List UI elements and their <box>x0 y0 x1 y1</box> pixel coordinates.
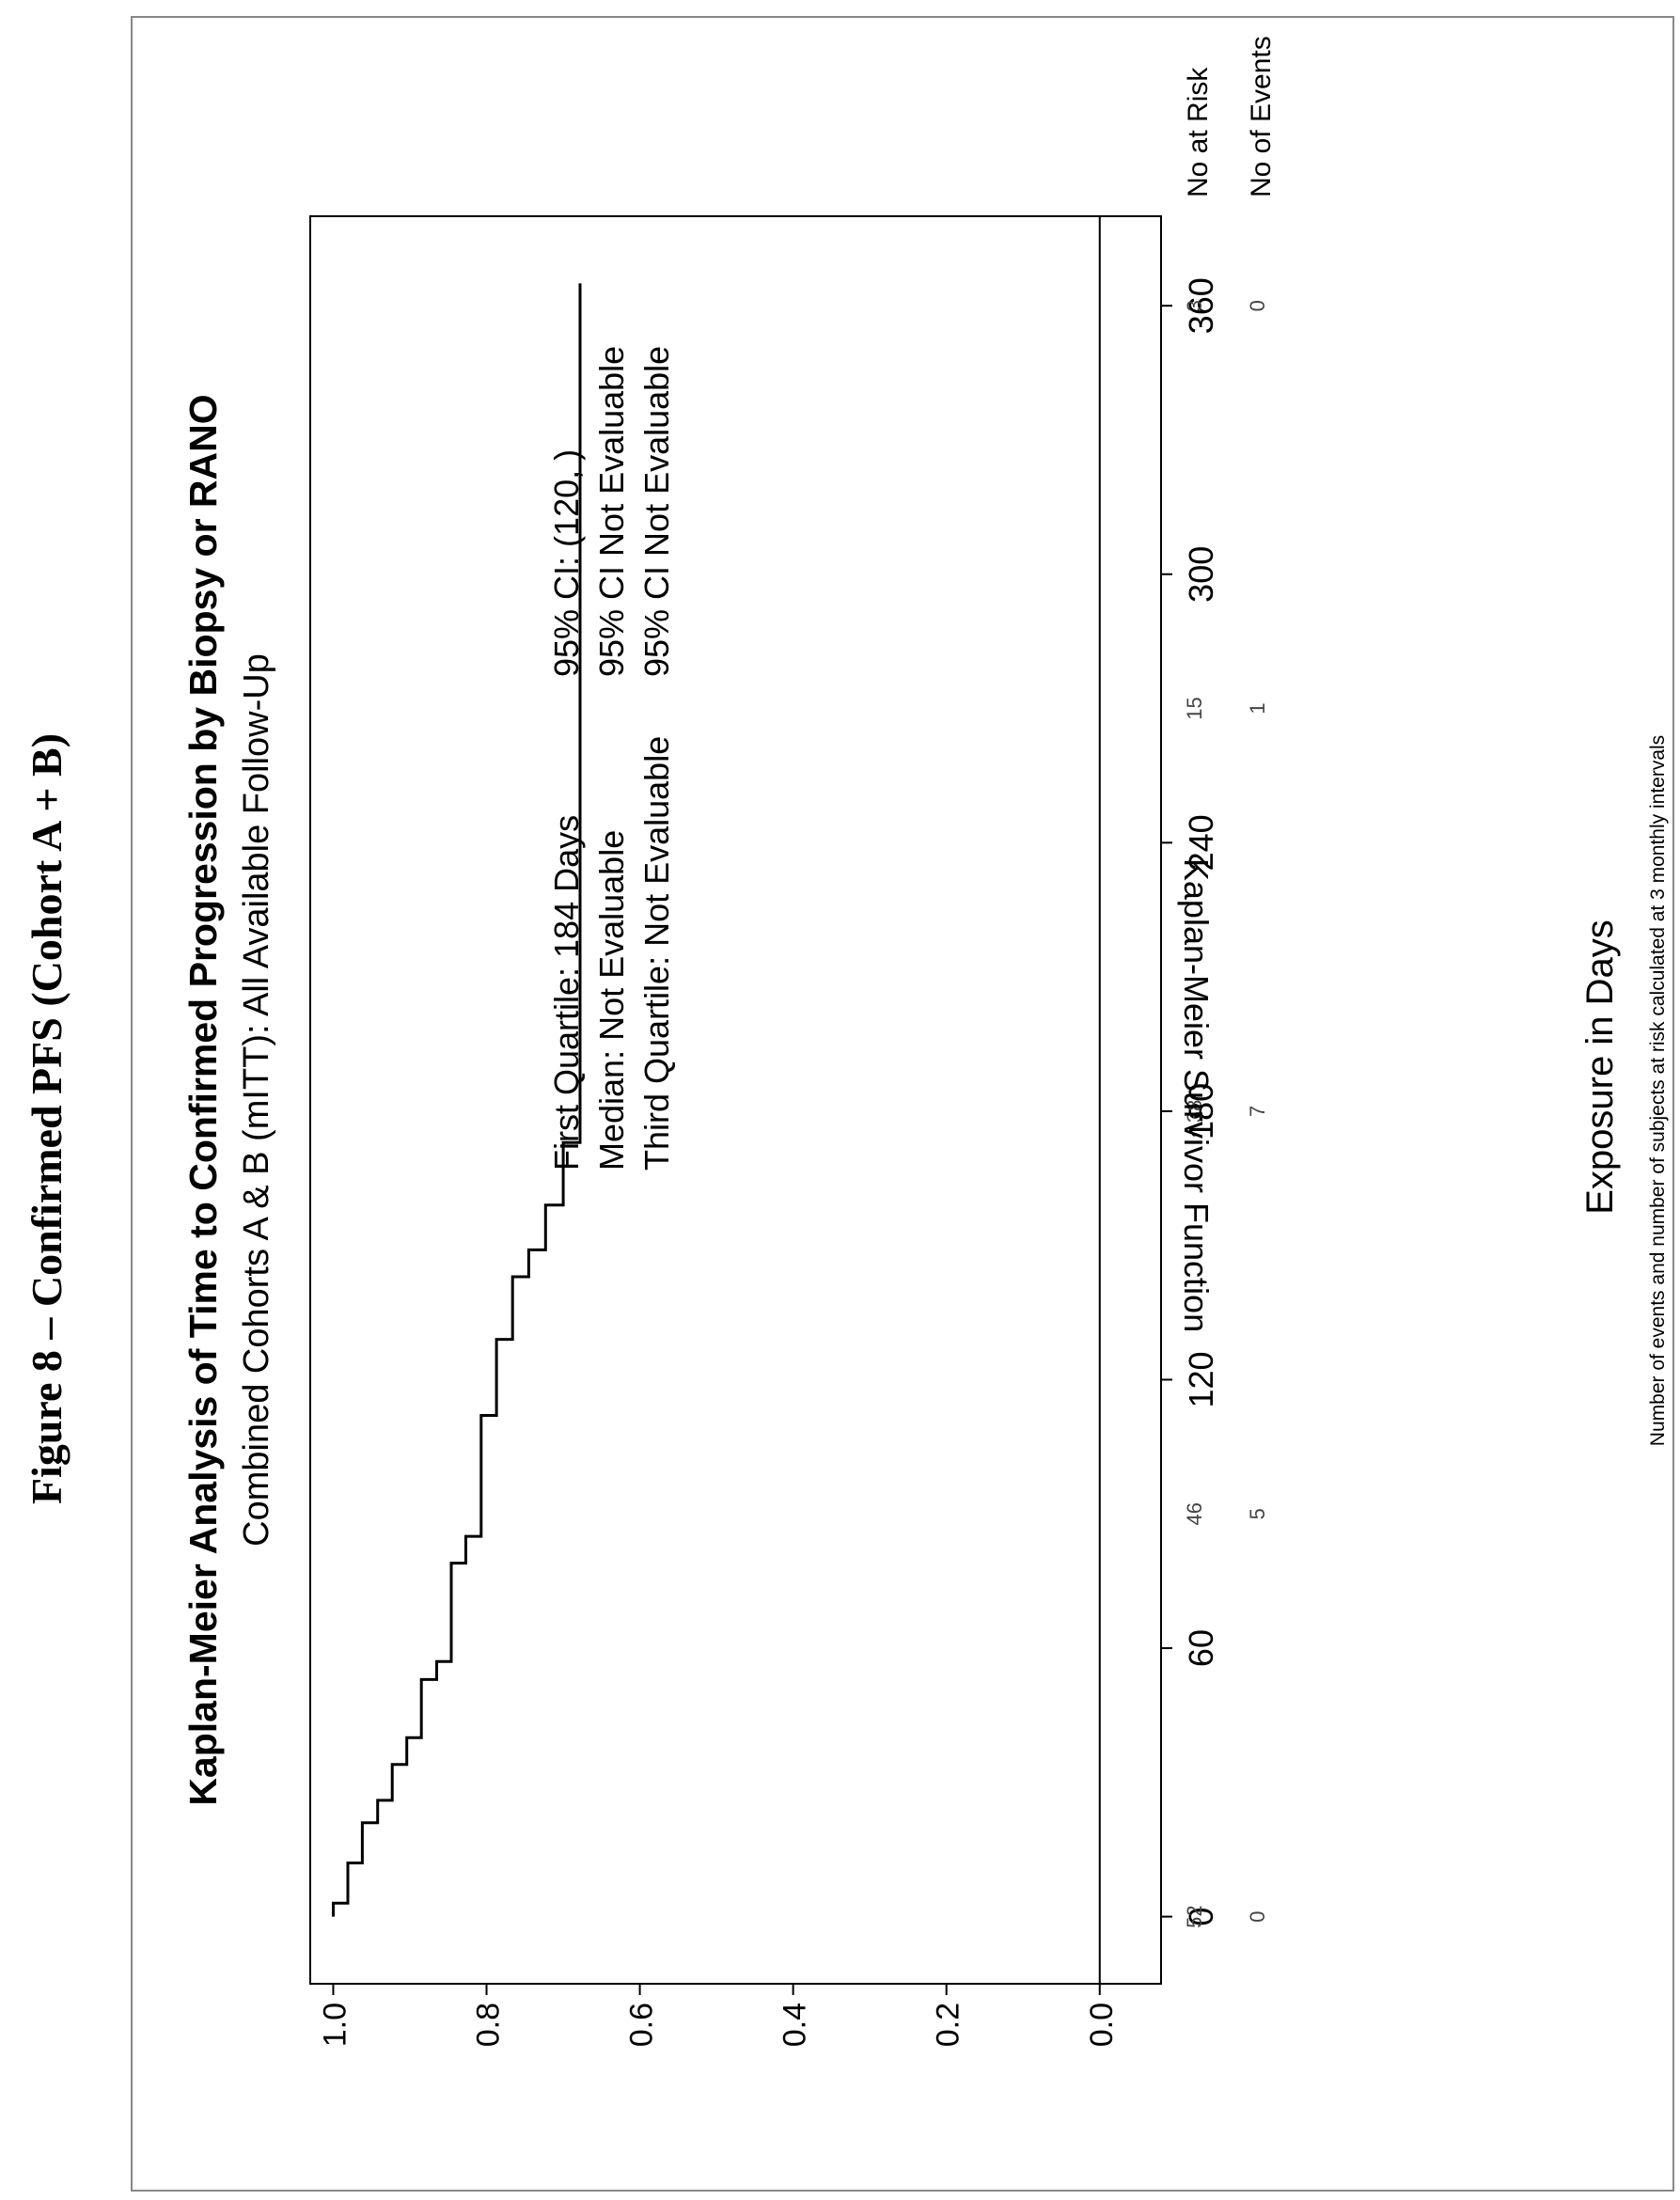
y-axis-label: Kaplan-Meier Survivor Function <box>1177 858 1216 1332</box>
risk-table-value: 38 <box>1183 1100 1206 1123</box>
risk-table-value: 5 <box>1246 1508 1269 1519</box>
plot-border <box>309 215 1162 1985</box>
quartile-ci: 95% CI: (120, ) <box>547 449 586 677</box>
figure-label: Figure 8 – Confirmed PFS (Cohort A + B) <box>23 733 71 1504</box>
quartile-ci: 95% CI Not Evaluable <box>592 346 631 677</box>
chart-subtitle: Combined Cohorts A & B (mITT): All Avail… <box>237 653 276 1547</box>
risk-table-value: 1 <box>1246 702 1269 714</box>
quartile-ci: 95% CI Not Evaluable <box>637 346 676 677</box>
x-tick-label: 120 <box>1182 1351 1220 1407</box>
figure-frame <box>131 16 1674 2192</box>
chart-title: Kaplan-Meier Analysis of Time to Confirm… <box>181 394 225 1805</box>
km-series-line <box>332 283 582 1917</box>
y-tick-label: 0.2 <box>931 2003 966 2047</box>
y-tick-label: 0.0 <box>1084 2003 1120 2047</box>
x-tick-label: 0 <box>1182 1908 1220 1926</box>
risk-table-value: 7 <box>1246 1106 1269 1117</box>
y-tick-label: 1.0 <box>317 2003 353 2047</box>
risk-table-value: 52 <box>1183 1905 1206 1927</box>
risk-table-value: 3 <box>1183 300 1206 311</box>
x-tick-label: 180 <box>1182 1083 1220 1139</box>
footnote: Number of events and number of subjects … <box>1647 735 1669 1446</box>
risk-table-row-label: No of Events <box>1246 36 1277 197</box>
risk-table-value: 0 <box>1246 1910 1269 1922</box>
x-tick-label: 60 <box>1182 1629 1220 1667</box>
km-chart: Kaplan-Meier Analysis of Time to Confirm… <box>181 36 1669 2047</box>
x-axis-label: Exposure in Days <box>1579 919 1621 1214</box>
risk-table-row-label: No at Risk <box>1183 67 1214 197</box>
quartile-label: First Quartile: 184 Days <box>547 815 586 1171</box>
risk-table-value: 0 <box>1246 300 1269 311</box>
x-tick-label: 300 <box>1182 546 1220 603</box>
quartile-label: Median: Not Evaluable <box>592 830 631 1171</box>
risk-table-value: 46 <box>1183 1502 1206 1525</box>
y-tick-label: 0.4 <box>777 2003 813 2047</box>
risk-table-value: 15 <box>1183 697 1206 719</box>
y-tick-label: 0.8 <box>471 2003 507 2047</box>
x-tick-label: 360 <box>1182 277 1220 334</box>
x-tick-label: 240 <box>1182 814 1220 871</box>
y-tick-label: 0.6 <box>624 2003 660 2047</box>
quartile-label: Third Quartile: Not Evaluable <box>637 736 676 1171</box>
